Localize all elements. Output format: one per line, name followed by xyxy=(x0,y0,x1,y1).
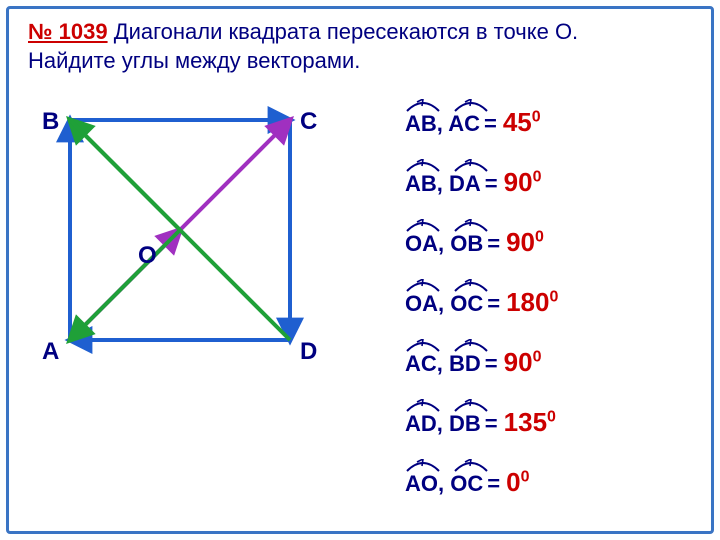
square-diagram: В С A D O xyxy=(30,100,340,410)
angle-arc-icon xyxy=(405,159,441,173)
answer-row: OA, OC = 1800 xyxy=(405,270,705,328)
angle-arc-icon xyxy=(405,459,441,473)
vector-pair: AB, DA xyxy=(405,161,481,197)
angle-arc-icon xyxy=(453,339,489,353)
angle-value: 900 xyxy=(506,221,544,258)
angle-value: 1800 xyxy=(506,281,558,318)
answer-row: OA, OB = 900 xyxy=(405,210,705,268)
vec2: DA xyxy=(449,171,481,196)
vec1: AO xyxy=(405,471,438,496)
answer-row: AB, DA = 900 xyxy=(405,150,705,208)
vector-pair: OA, OC xyxy=(405,281,483,317)
angle-arc-icon xyxy=(405,399,441,413)
answer-row: AO, OC = 00 xyxy=(405,450,705,508)
problem-line1: Диагонали квадрата пересекаются в точке … xyxy=(108,19,579,44)
vec1: OA xyxy=(405,291,438,316)
angle-value: 1350 xyxy=(504,401,556,438)
angle-arc-icon xyxy=(405,99,441,113)
label-C: С xyxy=(300,108,317,136)
vec1: OA xyxy=(405,231,438,256)
vec2: AC xyxy=(448,111,480,136)
angle-arc-icon xyxy=(405,339,441,353)
vector-pair: OA, OB xyxy=(405,221,483,257)
answer-row: AB, AC = 450 xyxy=(405,90,705,148)
vec2: OB xyxy=(450,231,483,256)
vec2: OC xyxy=(450,291,483,316)
diagram-svg xyxy=(30,100,340,380)
label-B: В xyxy=(42,108,59,136)
vector-pair: AO, OC xyxy=(405,461,483,497)
equals-sign: = xyxy=(487,461,500,497)
angle-arc-icon xyxy=(405,279,441,293)
vec1: AB xyxy=(405,171,437,196)
vec2: DB xyxy=(449,411,481,436)
vector-pair: AC, BD xyxy=(405,341,481,377)
angle-arc-icon xyxy=(453,459,489,473)
vec1: AC xyxy=(405,351,437,376)
vector-pair: AD, DB xyxy=(405,401,481,437)
answer-row: AC, BD = 900 xyxy=(405,330,705,388)
angle-arc-icon xyxy=(453,159,489,173)
equals-sign: = xyxy=(487,221,500,257)
answer-row: AD, DB = 1350 xyxy=(405,390,705,448)
angle-arc-icon xyxy=(453,219,489,233)
angle-value: 900 xyxy=(504,161,542,198)
vec2: OC xyxy=(450,471,483,496)
label-D: D xyxy=(300,338,317,366)
angle-arc-icon xyxy=(405,219,441,233)
problem-line2: Найдите углы между векторами. xyxy=(28,48,360,73)
angle-arc-icon xyxy=(453,99,489,113)
answers-column: AB, AC = 450AB, DA = 900OA, OB = 900OA, … xyxy=(405,90,705,510)
problem-statement: № 1039 Диагонали квадрата пересекаются в… xyxy=(28,18,692,75)
angle-value: 00 xyxy=(506,461,529,498)
angle-value: 900 xyxy=(504,341,542,378)
label-O: O xyxy=(138,242,157,270)
angle-arc-icon xyxy=(453,279,489,293)
vector-pair: AB, AC xyxy=(405,101,480,137)
angle-value: 450 xyxy=(503,101,541,138)
vec1: AD xyxy=(405,411,437,436)
equals-sign: = xyxy=(487,281,500,317)
vec1: AB xyxy=(405,111,437,136)
label-A: A xyxy=(42,338,59,366)
vec2: BD xyxy=(449,351,481,376)
problem-number: № 1039 xyxy=(28,19,108,44)
angle-arc-icon xyxy=(453,399,489,413)
